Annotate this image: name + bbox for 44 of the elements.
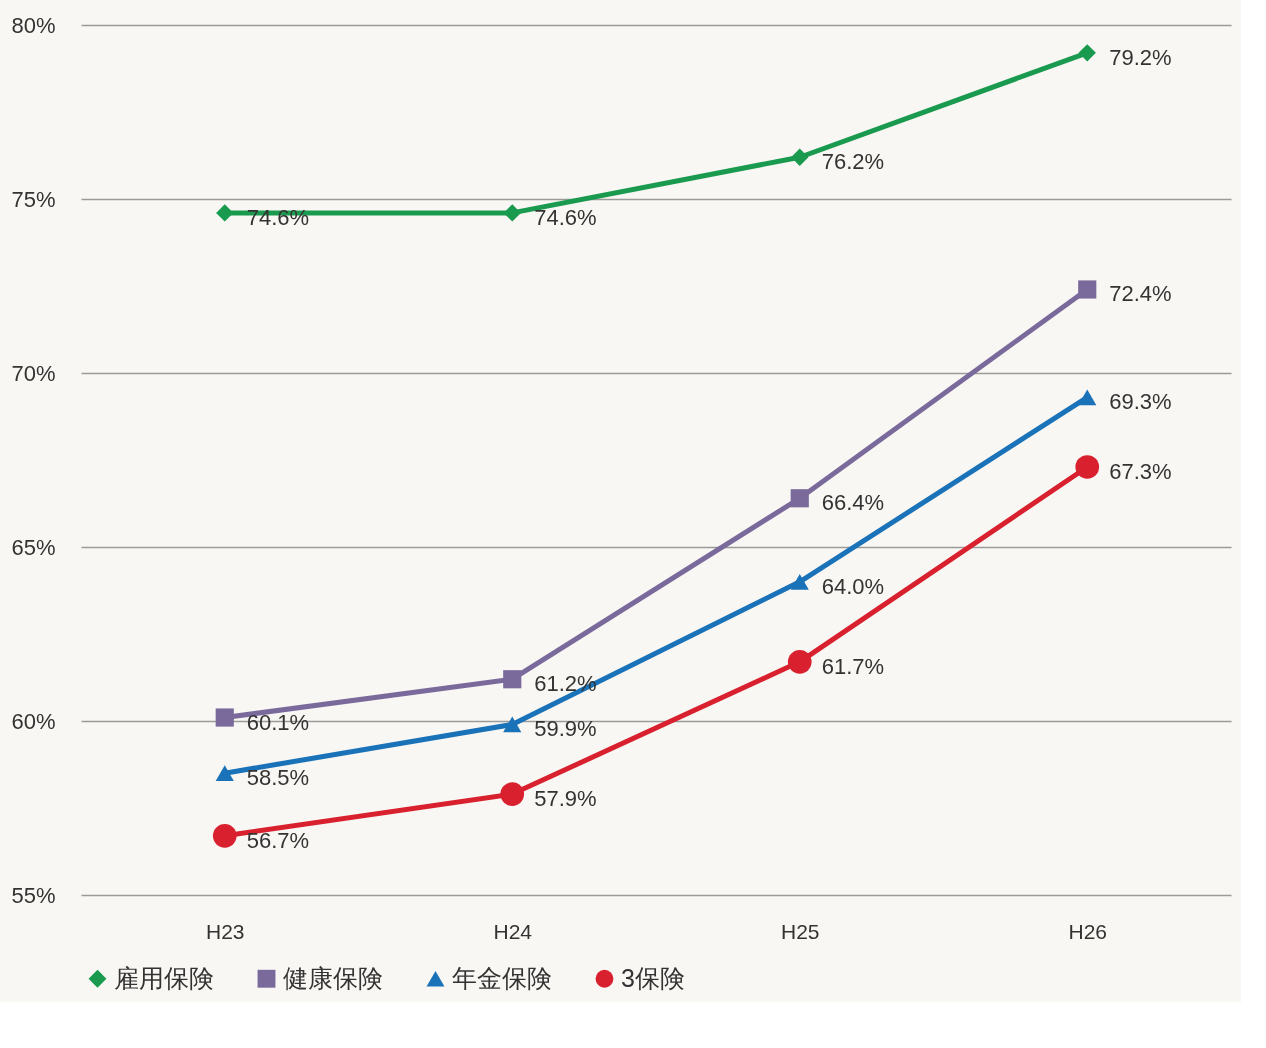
- y-tick-label: 60%: [11, 708, 56, 734]
- point: [500, 782, 525, 806]
- legend-label: 健康保険: [283, 963, 383, 992]
- point: [787, 650, 812, 674]
- legend-label: 雇用保険: [114, 963, 214, 992]
- data-label: 56.7%: [246, 827, 310, 853]
- point: [790, 489, 809, 508]
- legend-label: 3保険: [621, 963, 685, 992]
- point: [1075, 455, 1100, 479]
- x-tick-label: H24: [493, 919, 533, 943]
- data-label: 76.2%: [821, 149, 885, 175]
- data-label: 58.5%: [246, 765, 310, 791]
- data-label: 59.9%: [534, 716, 597, 742]
- data-label: 72.4%: [1109, 281, 1172, 307]
- y-tick-label: 65%: [11, 534, 56, 560]
- data-label: 74.6%: [534, 204, 597, 230]
- point: [216, 204, 234, 222]
- y-tick-label: 55%: [11, 882, 56, 908]
- data-label: 79.2%: [1109, 44, 1172, 70]
- y-tick-label: 80%: [11, 12, 56, 38]
- point: [215, 765, 234, 782]
- data-label: 69.3%: [1109, 389, 1172, 415]
- data-label: 67.3%: [1109, 458, 1172, 484]
- point: [1078, 389, 1097, 406]
- data-label: 66.4%: [821, 490, 885, 516]
- data-label: 64.0%: [821, 573, 885, 599]
- x-tick-label: H25: [780, 919, 820, 943]
- data-label: 57.9%: [534, 786, 597, 812]
- x-tick-label: H23: [205, 919, 245, 943]
- point: [790, 573, 809, 590]
- point: [791, 148, 809, 166]
- legend-label: 年金保険: [452, 963, 552, 992]
- y-tick-label: 70%: [11, 360, 56, 386]
- data-label: 60.1%: [246, 709, 310, 735]
- point: [503, 204, 521, 222]
- y-tick-label: 75%: [11, 186, 56, 212]
- point: [503, 716, 522, 733]
- point: [1078, 280, 1097, 299]
- point: [503, 670, 522, 689]
- point: [215, 708, 234, 727]
- x-tick-label: H26: [1068, 919, 1108, 943]
- point: [1078, 44, 1096, 62]
- point: [212, 824, 237, 848]
- data-label: 61.7%: [821, 653, 885, 679]
